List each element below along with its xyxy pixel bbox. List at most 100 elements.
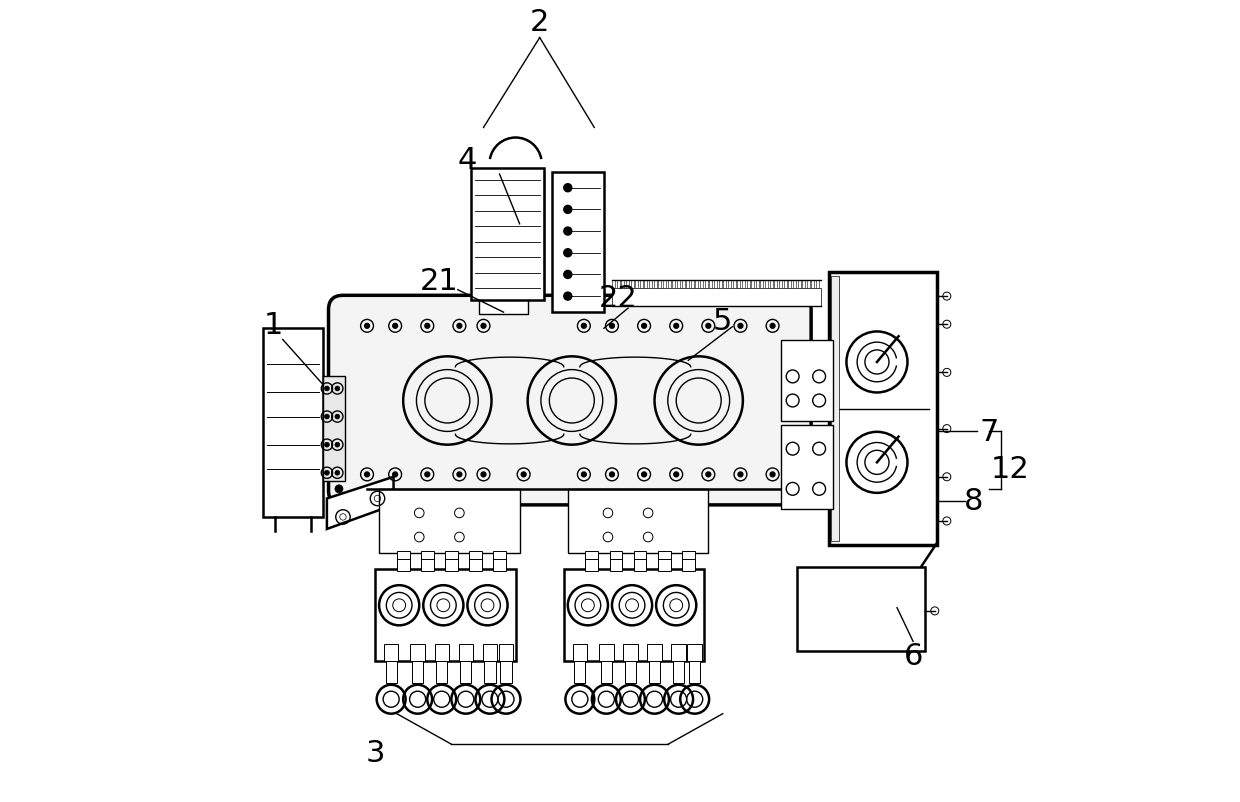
Bar — [613, 281, 615, 289]
Bar — [746, 281, 749, 289]
Circle shape — [641, 472, 646, 477]
Bar — [613, 289, 821, 306]
Polygon shape — [327, 477, 393, 529]
Bar — [770, 281, 773, 289]
Bar — [445, 552, 458, 561]
Bar — [585, 552, 599, 561]
Bar — [663, 281, 666, 289]
Bar — [498, 644, 513, 662]
Bar — [616, 281, 620, 289]
Circle shape — [325, 471, 330, 476]
Circle shape — [335, 443, 340, 448]
Bar — [673, 661, 684, 683]
Circle shape — [610, 472, 614, 477]
Circle shape — [393, 324, 398, 329]
Bar — [379, 489, 520, 553]
Circle shape — [610, 324, 614, 329]
Bar — [811, 281, 815, 289]
Bar — [420, 552, 434, 561]
Circle shape — [582, 324, 587, 329]
Bar — [568, 489, 708, 553]
Bar — [687, 644, 702, 662]
Bar — [384, 644, 398, 662]
Text: 5: 5 — [713, 306, 733, 335]
Text: 7: 7 — [980, 417, 999, 446]
Bar — [765, 281, 768, 289]
Circle shape — [582, 472, 587, 477]
Bar — [420, 560, 434, 571]
Bar — [625, 661, 636, 683]
Circle shape — [564, 293, 572, 301]
Bar — [412, 661, 423, 683]
Bar — [704, 281, 708, 289]
Bar — [322, 377, 346, 481]
Bar — [610, 552, 622, 561]
Circle shape — [481, 472, 486, 477]
Bar — [797, 281, 801, 289]
Circle shape — [325, 443, 330, 448]
Circle shape — [521, 472, 526, 477]
Bar — [682, 281, 684, 289]
Text: 3: 3 — [366, 738, 384, 767]
Bar — [552, 172, 604, 313]
Circle shape — [564, 271, 572, 279]
Bar — [779, 281, 782, 289]
Bar — [482, 644, 497, 662]
FancyBboxPatch shape — [329, 296, 811, 505]
Bar — [494, 552, 506, 561]
Bar — [410, 644, 425, 662]
Circle shape — [673, 324, 678, 329]
Bar — [792, 281, 796, 289]
Bar — [686, 281, 689, 289]
Bar — [774, 281, 777, 289]
Bar — [671, 644, 686, 662]
Bar — [624, 644, 637, 662]
Bar — [634, 552, 646, 561]
Circle shape — [425, 324, 430, 329]
Bar — [434, 644, 449, 662]
Circle shape — [325, 415, 330, 419]
Circle shape — [458, 472, 461, 477]
Bar — [469, 552, 482, 561]
Circle shape — [738, 324, 743, 329]
Bar — [751, 281, 754, 289]
Bar — [649, 661, 660, 683]
Bar — [682, 560, 694, 571]
Bar — [471, 168, 543, 301]
Bar — [397, 560, 409, 571]
Circle shape — [335, 387, 340, 391]
Bar — [667, 281, 671, 289]
Bar — [696, 281, 698, 289]
Bar — [494, 560, 506, 571]
Circle shape — [458, 324, 461, 329]
Circle shape — [706, 324, 711, 329]
Circle shape — [564, 228, 572, 236]
Circle shape — [481, 324, 486, 329]
Bar — [807, 281, 810, 289]
Bar — [789, 281, 791, 289]
Bar — [645, 281, 647, 289]
Circle shape — [564, 184, 572, 192]
Circle shape — [325, 387, 330, 391]
Text: 12: 12 — [991, 455, 1029, 484]
Bar — [635, 281, 639, 289]
Text: 8: 8 — [963, 487, 983, 516]
Bar — [630, 281, 634, 289]
Bar — [397, 552, 409, 561]
Circle shape — [393, 472, 398, 477]
Bar — [445, 560, 458, 571]
Bar — [621, 281, 624, 289]
Bar — [640, 281, 642, 289]
Bar — [460, 661, 471, 683]
Text: 21: 21 — [420, 266, 459, 295]
Bar — [796, 567, 925, 651]
Circle shape — [706, 472, 711, 477]
Circle shape — [335, 471, 340, 476]
Bar — [459, 644, 472, 662]
Bar — [599, 644, 614, 662]
Bar — [701, 281, 703, 289]
Bar — [781, 425, 833, 509]
Bar — [689, 661, 701, 683]
Bar — [436, 661, 448, 683]
Text: 22: 22 — [599, 284, 637, 313]
